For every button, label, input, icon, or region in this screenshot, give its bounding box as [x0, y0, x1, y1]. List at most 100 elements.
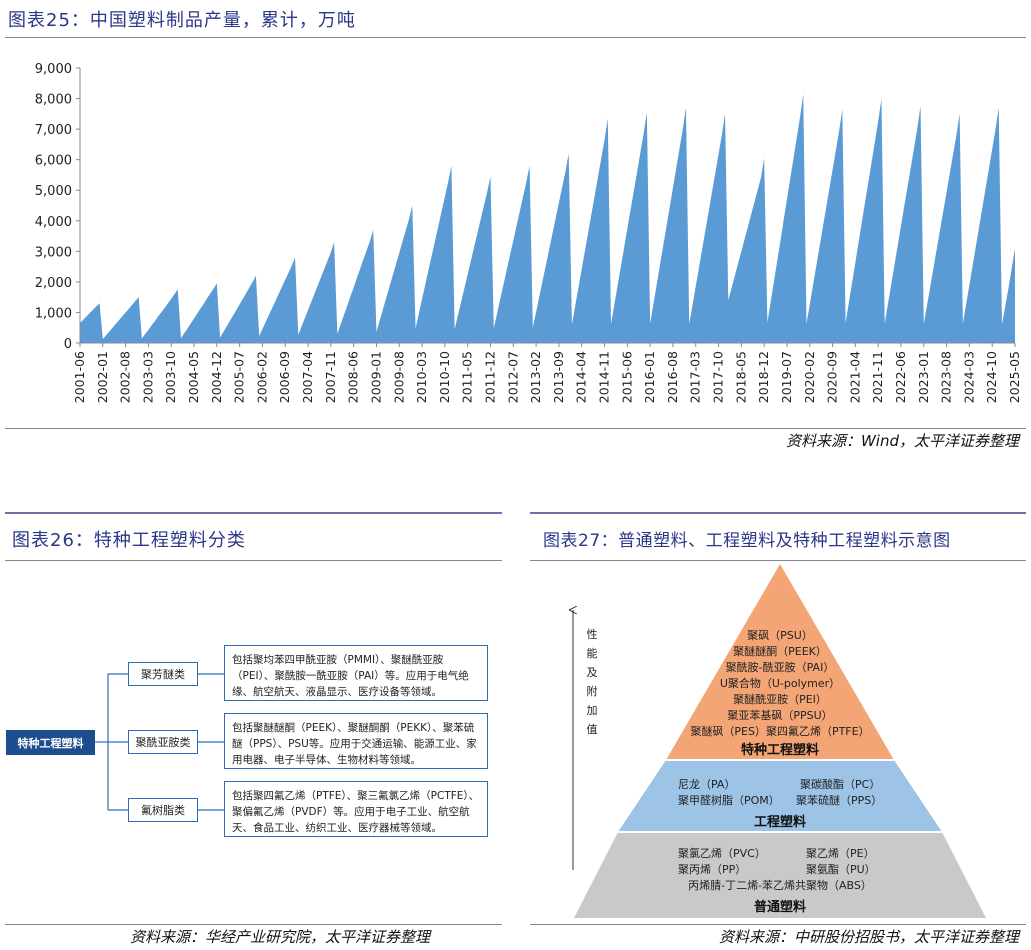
x-tick-label: 2018-05	[733, 351, 748, 403]
gen-item-pu: 聚氨酯（PU）	[806, 863, 876, 876]
y-tick-label: 5,000	[35, 184, 72, 199]
x-tick-label: 2010-03	[414, 351, 429, 403]
performance-axis-label: 性能及附加值	[587, 627, 598, 736]
eng-item-pc: 聚碳酸酯（PC）	[800, 777, 880, 791]
x-tick-label: 2019-07	[779, 351, 794, 403]
y-tick-label: 9,000	[35, 62, 72, 77]
x-tick-label: 2015-06	[619, 351, 634, 403]
x-tick-label: 2009-08	[391, 351, 406, 403]
x-tick-label: 2011-12	[482, 351, 497, 403]
x-tick-label: 2018-12	[756, 351, 771, 403]
fig26-source: 资料来源：华经产业研究院，太平洋证券整理	[130, 928, 431, 946]
x-tick-label: 2020-02	[802, 351, 817, 403]
fig27-source: 资料来源：中研股份招股书，太平洋证券整理	[718, 928, 1019, 946]
y-tick-label: 8,000	[35, 93, 72, 108]
x-tick-label: 2017-10	[711, 351, 726, 403]
gen-item-pe: 聚乙烯（PE）	[806, 847, 875, 860]
y-tick-label: 2,000	[35, 276, 72, 291]
x-tick-label: 2002-01	[95, 351, 110, 403]
root-node: 特种工程塑料	[6, 730, 95, 755]
production-area-series	[80, 93, 1015, 343]
special-item-peek: 聚醚醚酮（PEEK）	[733, 644, 827, 658]
x-tick-label: 2005-07	[232, 351, 247, 403]
x-tick-label: 2024-03	[961, 351, 976, 403]
engineering-tier-caption: 工程塑料	[754, 814, 806, 830]
production-area-chart: 0 1,000 2,000 3,000 4,000 5,000 6,000 7,000 8,00…	[35, 62, 1022, 403]
eng-item-pps: 聚苯硫醚（PPS）	[796, 793, 882, 807]
x-tick-label: 2020-09	[825, 351, 840, 403]
x-tick-label: 2023-01	[916, 351, 931, 403]
x-tick-label: 2003-10	[163, 351, 178, 403]
special-item-pes-ptfe: 聚醚砜（PES）聚四氟乙烯（PTFE）	[690, 724, 869, 738]
plastics-pyramid: 性能及附加值 聚砜（PSU） 聚醚醚酮（PEEK） 聚酰胺-酰亚胺（PAI） U…	[530, 564, 986, 918]
category-polyimide-desc: 包括聚醚醚酮（PEEK）、聚醚酮酮（PEKK）、聚苯硫醚（PPS）、PSU等。应…	[224, 713, 488, 769]
tier-engineering	[618, 760, 942, 832]
category-aryl-ether-desc: 包括聚均苯四甲酰亚胺（PMMI）、聚醚酰亚胺（PEI）、聚酰胺一酰亚胺（PAI）…	[224, 645, 488, 701]
x-tick-label: 2007-04	[300, 351, 315, 403]
special-item-ppsu: 聚亚苯基砜（PPSU）	[727, 708, 832, 722]
y-tick-label: 6,000	[35, 154, 72, 169]
y-tick-label: 7,000	[35, 123, 72, 138]
fig26-top-rule	[5, 512, 502, 514]
gen-item-abs: 丙烯腈-丁二烯-苯乙烯共聚物（ABS）	[688, 878, 872, 892]
category-polyimide: 聚酰亚胺类	[128, 730, 198, 754]
special-item-pai: 聚酰胺-酰亚胺（PAI）	[726, 660, 835, 674]
y-tick-label: 0	[64, 337, 72, 352]
x-tick-label: 2016-01	[642, 351, 657, 403]
x-tick-label: 2017-03	[688, 351, 703, 403]
gen-item-pvc: 聚氯乙烯（PVC）	[678, 846, 766, 860]
special-item-pei: 聚醚酰亚胺（PEI）	[733, 692, 827, 706]
fig27-bottom-rule	[530, 924, 1026, 925]
y-tick-label: 1,000	[35, 306, 72, 321]
tier-general	[574, 832, 986, 918]
x-tick-label: 2007-11	[323, 351, 338, 403]
x-tick-label: 2006-02	[254, 351, 269, 403]
x-tick-label: 2012-07	[505, 351, 520, 403]
tier-special-engineering	[666, 564, 894, 760]
x-tick-label: 2025-05	[1007, 351, 1022, 403]
x-tick-label: 2001-06	[72, 351, 87, 403]
x-tick-label: 2008-06	[346, 351, 361, 403]
fig25-title: 图表25：中国塑料制品产量，累计，万吨	[8, 10, 356, 31]
fig26-bottom-rule	[5, 924, 502, 925]
x-tick-label: 2003-03	[140, 351, 155, 403]
x-tick-label: 2011-05	[460, 351, 475, 403]
category-fluororesin: 氟树脂类	[128, 798, 198, 822]
gen-item-pp: 聚丙烯（PP）	[678, 863, 746, 876]
x-tick-label: 2010-10	[437, 351, 452, 403]
x-tick-label: 2004-05	[186, 351, 201, 403]
x-tick-label: 2022-06	[893, 351, 908, 403]
fig26-title: 图表26：特种工程塑料分类	[12, 530, 246, 551]
y-tick-label: 4,000	[35, 215, 72, 230]
x-tick-label: 2002-08	[118, 351, 133, 403]
x-tick-label: 2014-11	[597, 351, 612, 403]
fig25-source: 资料来源：Wind，太平洋证券整理	[785, 432, 1019, 450]
x-tick-label: 2014-04	[574, 351, 589, 403]
category-aryl-ether: 聚芳醚类	[128, 662, 198, 686]
eng-item-pa: 尼龙（PA）	[678, 778, 735, 791]
x-tick-label: 2016-08	[665, 351, 680, 403]
general-tier-caption: 普通塑料	[754, 899, 806, 915]
special-item-upoly: U聚合物（U-polymer）	[720, 676, 840, 690]
fig25-title-rule	[5, 37, 1026, 38]
fig27-title: 图表27：普通塑料、工程塑料及特种工程塑料示意图	[543, 531, 951, 551]
fig26-connectors	[95, 673, 224, 811]
x-tick-label: 2021-04	[847, 351, 862, 403]
x-tick-label: 2013-02	[528, 351, 543, 403]
x-tick-label: 2006-09	[277, 351, 292, 403]
special-tier-caption: 特种工程塑料	[741, 742, 819, 758]
category-fluororesin-desc: 包括聚四氟乙烯（PTFE）、聚三氟氯乙烯（PCTFE）、聚偏氟乙烯（PVDF）等…	[224, 781, 488, 837]
fig26-title-rule	[5, 560, 502, 561]
x-tick-label: 2004-12	[209, 351, 224, 403]
x-tick-label: 2013-09	[551, 351, 566, 403]
fig27-top-rule	[530, 512, 1026, 514]
fig25-bottom-rule	[5, 428, 1026, 429]
x-tick-label: 2024-10	[984, 351, 999, 403]
y-tick-label: 3,000	[35, 245, 72, 260]
x-tick-label: 2021-11	[870, 351, 885, 403]
special-item-psu: 聚砜（PSU）	[747, 629, 813, 642]
x-tick-label: 2023-08	[939, 351, 954, 403]
eng-item-pom: 聚甲醛树脂（POM）	[678, 793, 780, 807]
x-tick-label: 2009-01	[368, 351, 383, 403]
fig27-title-rule	[530, 560, 1026, 561]
